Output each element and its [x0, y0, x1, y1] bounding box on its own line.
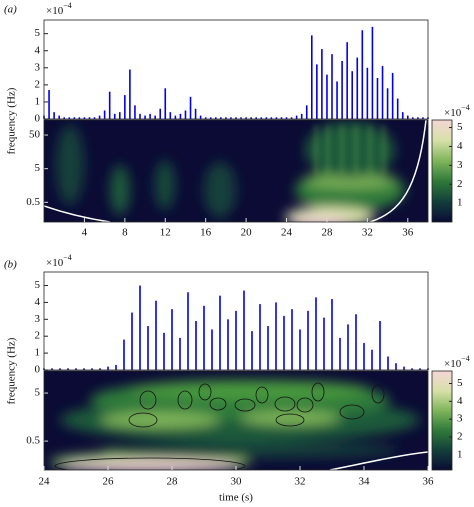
freq-tick-label: 0.5 [26, 196, 40, 208]
y-tick-label: 3 [35, 61, 41, 73]
colorbar-tick-label: 5 [457, 121, 463, 133]
colorbar-tick-label: 1 [457, 197, 463, 209]
x-tick-label: 24 [39, 476, 51, 488]
x-tick-label: 36 [423, 476, 435, 488]
y-tick-label: 0 [35, 113, 41, 125]
x-tick-label: 16 [200, 227, 212, 239]
y-tick-label: 4 [35, 44, 41, 56]
y-tick-label: 5 [35, 279, 41, 291]
panel-label: (b) [4, 259, 17, 271]
x-tick-label: 20 [241, 227, 253, 239]
x-tick-label: 24 [281, 227, 293, 239]
x-tick-label: 12 [160, 227, 171, 239]
x-tick-label: 28 [321, 227, 333, 239]
x-tick-label: 4 [82, 227, 88, 239]
x-tick-label: 28 [167, 476, 179, 488]
multiplier-exponent: −4 [461, 103, 470, 112]
x-tick-label: 26 [103, 476, 115, 488]
colorbar [431, 370, 453, 471]
y-axis-label: frequency (Hz) [6, 337, 18, 404]
x-tick-label: 8 [122, 227, 128, 239]
y-tick-label: 5 [35, 27, 41, 39]
multiplier-base: ×10 [444, 107, 462, 119]
scalogram-frame [43, 119, 429, 223]
x-tick-label: 30 [231, 476, 243, 488]
multiplier-exponent: −4 [461, 354, 470, 363]
freq-tick-label: 5 [35, 162, 41, 174]
x-axis-label: time (s) [219, 492, 253, 504]
freq-tick-label: 0.5 [26, 435, 40, 447]
axis-multiplier: ×10−4 [46, 1, 72, 17]
multiplier-base: ×10 [46, 5, 64, 17]
colorbar-tick-label: 1 [457, 448, 463, 460]
colorbar [431, 119, 453, 223]
axis-multiplier: ×10−4 [444, 103, 470, 119]
multiplier-exponent: −4 [63, 1, 72, 10]
colorbar-tick-label: 2 [457, 178, 463, 190]
freq-tick-label: 5 [35, 387, 41, 399]
axis-multiplier: ×10−4 [46, 253, 72, 269]
y-tick-label: 4 [35, 296, 41, 308]
colorbar-tick-label: 4 [457, 140, 463, 152]
x-tick-label: 32 [362, 227, 373, 239]
colorbar-tick-label: 3 [457, 413, 463, 425]
colorbar-tick-label: 5 [457, 377, 463, 389]
plot-frame [43, 271, 429, 371]
y-tick-label: 1 [35, 95, 41, 107]
multiplier-base: ×10 [46, 257, 64, 269]
multiplier-exponent: −4 [63, 253, 72, 262]
colorbar-tick-label: 3 [457, 159, 463, 171]
colorbar-tick-label: 2 [457, 431, 463, 443]
y-tick-label: 1 [35, 347, 41, 359]
axis-multiplier: ×10−4 [444, 354, 470, 370]
x-tick-label: 36 [402, 227, 414, 239]
scalogram-image [44, 371, 428, 470]
y-axis-label: frequency (Hz) [6, 87, 18, 154]
scalogram-image [44, 120, 428, 222]
y-tick-label: 2 [35, 330, 41, 342]
colorbar-tick-label: 4 [457, 395, 463, 407]
y-tick-label: 2 [35, 78, 41, 90]
y-tick-label: 3 [35, 313, 41, 325]
multiplier-base: ×10 [444, 358, 462, 370]
plot-frame [43, 19, 429, 120]
panel-label: (a) [4, 4, 17, 16]
y-tick-label: 0 [35, 364, 41, 376]
freq-tick-label: 50 [29, 129, 41, 141]
x-tick-label: 34 [359, 476, 371, 488]
x-tick-label: 32 [295, 476, 306, 488]
